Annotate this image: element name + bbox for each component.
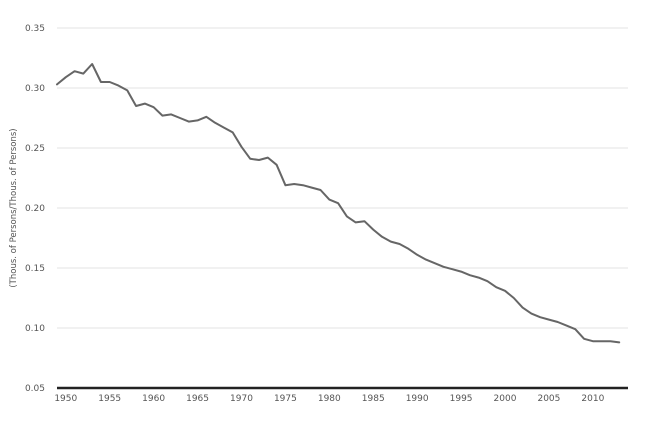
series-layer bbox=[56, 63, 621, 344]
y-tick-label: 0.05 bbox=[25, 384, 45, 394]
x-tick-label: 2005 bbox=[537, 394, 560, 404]
y-tick-label: 0.20 bbox=[25, 204, 45, 214]
y-tick-label: 0.30 bbox=[25, 84, 45, 94]
x-tick-label: 1975 bbox=[274, 394, 297, 404]
x-tick-label: 1970 bbox=[230, 394, 253, 404]
y-tick-label: 0.35 bbox=[25, 24, 45, 34]
y-axis-ticks: 0.05 0.10 0.15 0.20 0.25 0.30 0.35 bbox=[25, 24, 45, 394]
x-axis-ticks: 1950 1955 1960 1965 1970 1975 1980 1985 1990 1995… bbox=[54, 394, 604, 404]
y-tick-label: 0.10 bbox=[25, 324, 45, 334]
x-tick-label: 1990 bbox=[406, 394, 429, 404]
gridlines bbox=[57, 27, 628, 329]
y-tick-label: 0.15 bbox=[25, 264, 45, 274]
x-tick-label: 1965 bbox=[186, 394, 209, 404]
x-tick-label: 1980 bbox=[318, 394, 341, 404]
x-tick-label: 1995 bbox=[450, 394, 473, 404]
x-tick-label: 2010 bbox=[581, 394, 604, 404]
x-tick-label: 1950 bbox=[54, 394, 77, 404]
x-tick-label: 1985 bbox=[362, 394, 385, 404]
series-line bbox=[56, 63, 621, 344]
y-tick-label: 0.25 bbox=[25, 144, 45, 154]
x-tick-label: 1960 bbox=[142, 394, 165, 404]
y-axis-title: (Thous. of Persons/Thous. of Persons) bbox=[9, 128, 19, 287]
x-tick-label: 2000 bbox=[494, 394, 517, 404]
x-tick-label: 1955 bbox=[98, 394, 121, 404]
